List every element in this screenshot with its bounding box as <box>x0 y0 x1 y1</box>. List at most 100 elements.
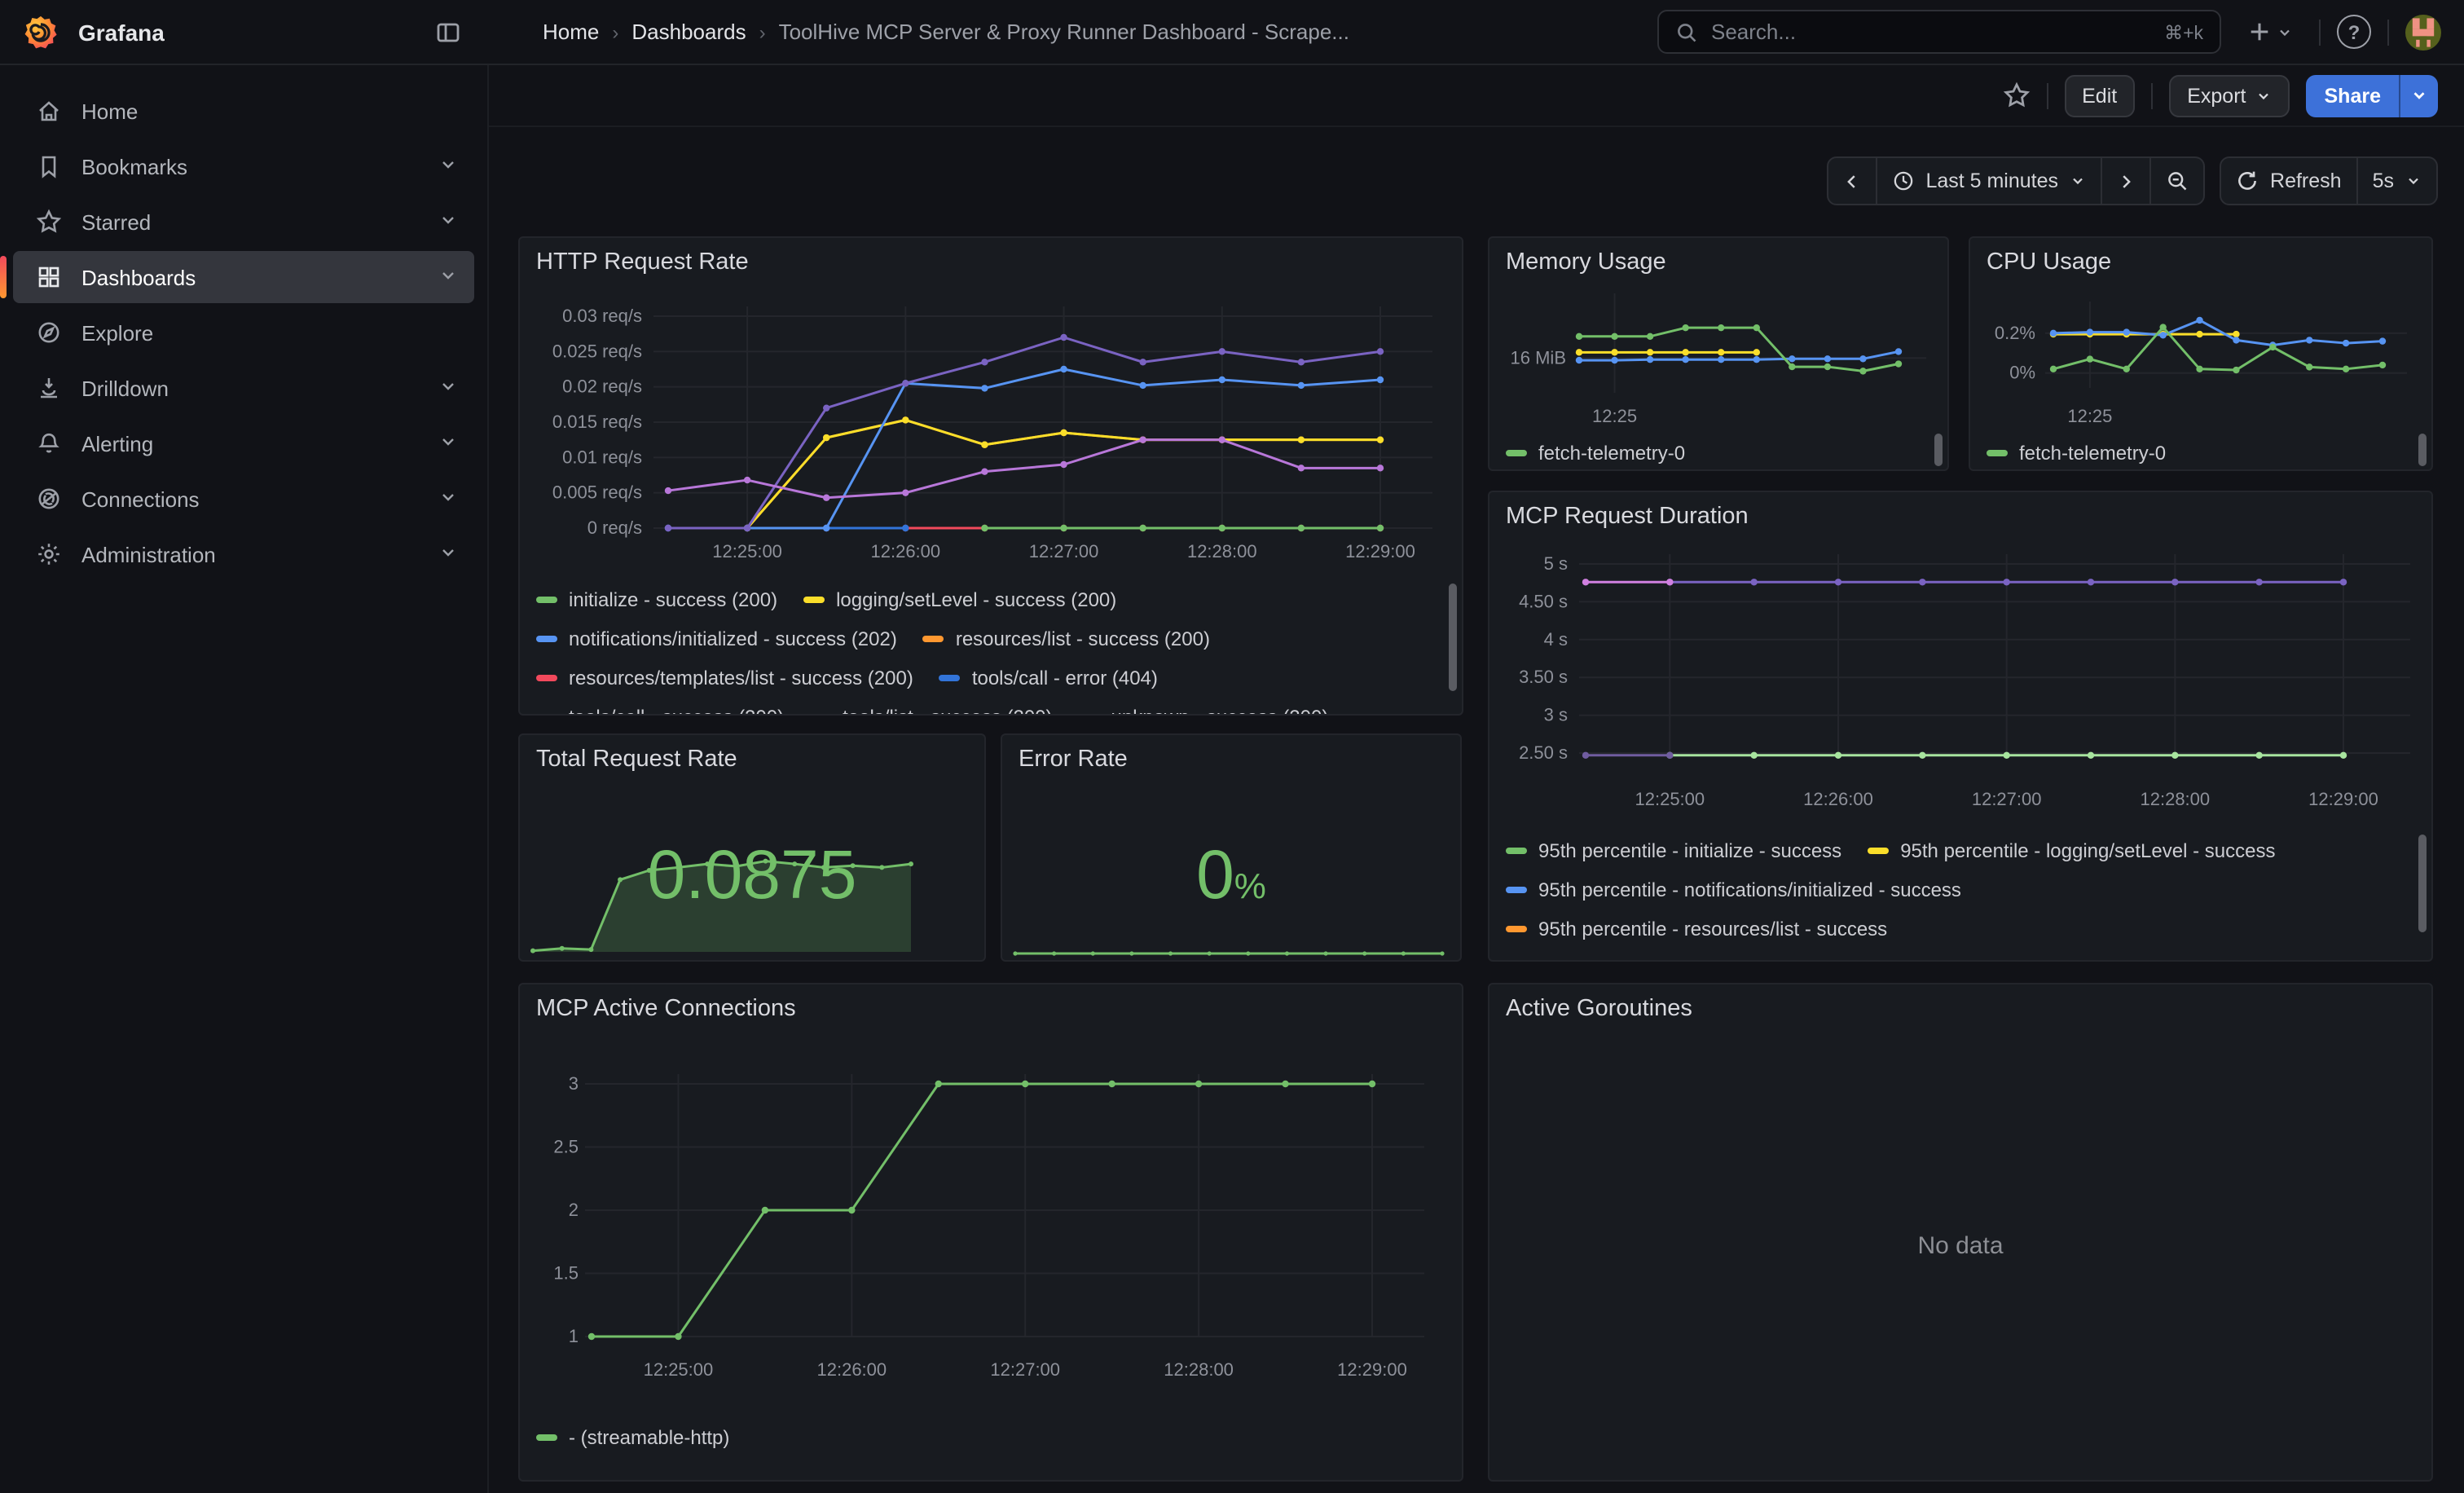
legend-item[interactable]: - (streamable-http) <box>536 1426 729 1449</box>
legend-item[interactable]: fetch-telemetry-0 <box>1506 442 1685 465</box>
panel-title[interactable]: HTTP Request Rate <box>536 249 749 275</box>
share-button[interactable]: Share <box>2306 74 2399 117</box>
sidebar-item-dashboards[interactable]: Dashboards <box>0 251 474 303</box>
breadcrumb-home[interactable]: Home <box>543 20 600 44</box>
legend-item[interactable]: unknown - success (200) <box>1079 706 1329 714</box>
breadcrumb-dashboards[interactable]: Dashboards <box>631 20 746 44</box>
svg-text:0.01 req/s: 0.01 req/s <box>562 447 642 467</box>
time-back-button[interactable] <box>1826 156 1877 205</box>
sidebar-item-drilldown[interactable]: Drilldown <box>13 362 474 414</box>
legend-label: notifications/initialized - success (202… <box>569 628 897 650</box>
panel-title[interactable]: CPU Usage <box>1987 249 2112 275</box>
mcp-active-connections-chart[interactable]: 1 1.5 2 2.5 3 12:25:00 12:26:00 12:27:00 12:28:0… <box>520 984 1462 1480</box>
time-forward-button[interactable] <box>2102 156 2152 205</box>
cpu-legend: fetch-telemetry-0 <box>1987 434 2409 469</box>
svg-text:12:28:00: 12:28:00 <box>2141 789 2211 809</box>
panel-title[interactable]: MCP Request Duration <box>1506 504 1749 530</box>
sidebar-item-connections[interactable]: Connections <box>13 473 474 525</box>
sidebar-item-label: Drilldown <box>81 376 169 400</box>
legend-scrollbar[interactable] <box>1934 434 1943 466</box>
panel-title[interactable]: MCP Active Connections <box>536 996 796 1022</box>
legend-item[interactable]: resources/list - success (200) <box>922 628 1210 650</box>
legend-scrollbar[interactable] <box>2418 434 2427 466</box>
sidebar-item-label: Bookmarks <box>81 154 188 178</box>
chevron-right-icon <box>2123 174 2131 187</box>
zoom-out-icon <box>2168 172 2187 191</box>
legend-swatch <box>1506 926 1527 932</box>
mcp-request-duration-chart[interactable]: 2.50 s 3 s 3.50 s 4 s 4.50 s 5 s 12:25:00 12:26… <box>1489 492 2431 960</box>
dashboard-subheader: Edit Export Share <box>489 65 2464 127</box>
panel-title[interactable]: Total Request Rate <box>536 746 737 773</box>
sidebar-item-alerting[interactable]: Alerting <box>13 417 474 469</box>
svg-text:3 s: 3 s <box>1544 705 1568 725</box>
panel-title[interactable]: Active Goroutines <box>1506 996 1692 1022</box>
chevron-down-icon <box>2409 178 2418 185</box>
cpu-usage-chart[interactable]: 0.2% 0% 12:25 <box>1970 238 2431 469</box>
edit-button[interactable]: Edit <box>2064 74 2136 117</box>
legend-item[interactable]: 95th percentile - logging/setLevel - suc… <box>1868 839 2275 862</box>
legend-item[interactable]: tools/list - success (200) <box>810 706 1052 714</box>
http-request-rate-chart[interactable]: 0 req/s 0.005 req/s 0.01 req/s 0.015 req/s 0… <box>520 238 1462 714</box>
help-icon[interactable]: ? <box>2337 15 2371 49</box>
memory-usage-chart[interactable]: 16 MiB 12:25 <box>1489 238 1947 469</box>
svg-text:2.50 s: 2.50 s <box>1519 742 1568 763</box>
svg-text:0 req/s: 0 req/s <box>587 517 642 538</box>
sidebar-item-explore[interactable]: Explore <box>13 306 474 359</box>
legend-label: logging/setLevel - success (200) <box>836 588 1117 611</box>
time-range-picker[interactable]: Last 5 minutes <box>1877 156 2103 205</box>
chevron-down-icon[interactable] <box>438 431 458 456</box>
legend-item[interactable]: fetch-telemetry-0 <box>1987 442 2166 465</box>
total-request-rate-sparkline[interactable] <box>520 735 984 960</box>
clock-icon <box>1894 171 1912 191</box>
legend-item[interactable]: tools/call - error (404) <box>939 667 1158 689</box>
grafana-logo-icon[interactable] <box>20 11 62 53</box>
sidebar-toggle-icon[interactable] <box>427 11 469 53</box>
chevron-down-icon[interactable] <box>438 542 458 566</box>
svg-text:4.50 s: 4.50 s <box>1519 591 1568 611</box>
legend-item[interactable]: 95th percentile - resources/templates/li… <box>1506 957 1978 960</box>
export-button[interactable]: Export <box>2169 74 2290 117</box>
memory-legend: fetch-telemetry-0 <box>1506 434 1925 469</box>
zoom-out-button[interactable] <box>2151 156 2206 205</box>
chevron-down-icon[interactable] <box>438 487 458 511</box>
legend-label: initialize - success (200) <box>569 588 778 611</box>
sidebar-item-administration[interactable]: Administration <box>13 528 474 580</box>
breadcrumb-separator-icon: › <box>759 20 766 43</box>
favorite-star-icon[interactable] <box>2002 81 2030 109</box>
legend-item[interactable]: initialize - success (200) <box>536 588 777 611</box>
panel-title[interactable]: Error Rate <box>1019 746 1128 773</box>
error-rate-sparkline[interactable] <box>1002 735 1460 960</box>
chevron-down-icon[interactable] <box>438 154 458 178</box>
export-label: Export <box>2187 84 2246 107</box>
legend-item[interactable]: 95th percentile - initialize - success <box>1506 839 1841 862</box>
legend-item[interactable]: resources/templates/list - success (200) <box>536 667 913 689</box>
chevron-down-icon[interactable] <box>438 209 458 234</box>
legend-item[interactable]: tools/call - success (200) <box>536 706 784 714</box>
refresh-button[interactable]: Refresh <box>2220 156 2358 205</box>
panel-title[interactable]: Memory Usage <box>1506 249 1666 275</box>
legend-item[interactable]: 95th percentile - notifications/initiali… <box>1506 879 1961 901</box>
legend-item[interactable]: logging/setLevel - success (200) <box>803 588 1116 611</box>
search-input[interactable]: Search... ⌘+k <box>1657 10 2221 54</box>
topbar-actions: Search... ⌘+k ? <box>1657 0 2464 64</box>
legend-item[interactable]: notifications/initialized - success (202… <box>536 628 897 650</box>
refresh-interval-picker[interactable]: 5s <box>2357 156 2438 205</box>
sidebar-item-home[interactable]: Home <box>13 85 474 137</box>
add-button[interactable] <box>2237 11 2303 53</box>
user-avatar[interactable] <box>2405 14 2441 50</box>
gear-icon <box>36 541 62 567</box>
svg-text:2: 2 <box>569 1200 579 1220</box>
legend-scrollbar[interactable] <box>1449 584 1457 691</box>
sidebar-item-starred[interactable]: Starred <box>13 196 474 248</box>
sidebar-item-label: Explore <box>81 320 154 345</box>
divider <box>2046 82 2048 108</box>
sidebar-item-bookmarks[interactable]: Bookmarks <box>13 140 474 192</box>
chevron-down-icon[interactable] <box>438 265 458 289</box>
svg-text:12:25:00: 12:25:00 <box>1635 789 1705 809</box>
legend-scrollbar[interactable] <box>2418 835 2427 932</box>
chevron-down-icon[interactable] <box>438 376 458 400</box>
share-dropdown-caret[interactable] <box>2399 74 2438 117</box>
drilldown-icon <box>36 375 62 401</box>
legend-item[interactable]: 95th percentile - resources/list - succe… <box>1506 918 1887 940</box>
panel-total-request-rate: Total Request Rate 0.0875 <box>518 733 986 962</box>
